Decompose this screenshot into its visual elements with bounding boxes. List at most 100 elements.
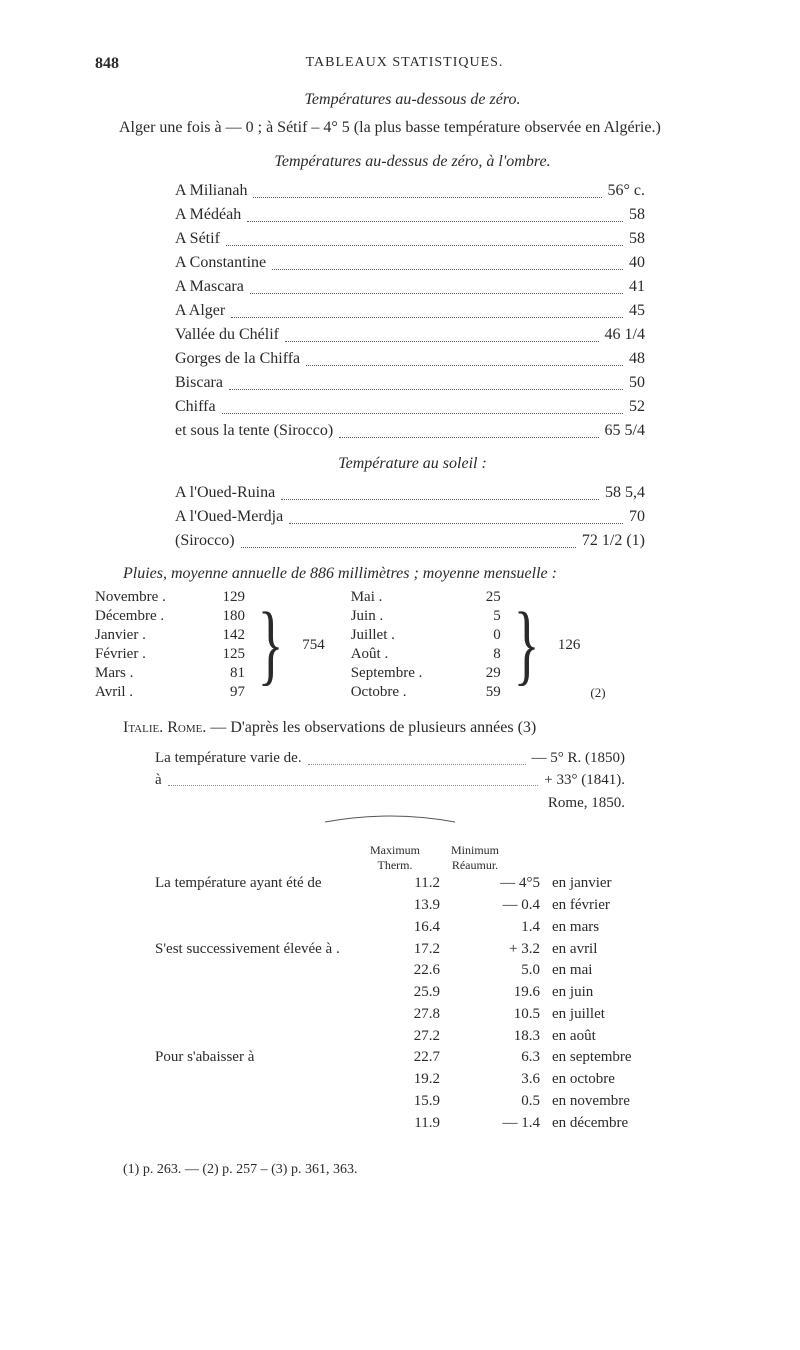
rain-month: Juin . [351,608,461,625]
rome-max: 25.9 [385,982,440,1004]
rome-col-heads: Maximum Therm. Minimum Réaumur. [155,843,625,873]
rome-min: 6.3 [440,1047,540,1069]
rome-min: — 4°5 [440,873,540,895]
rain-month: Décembre . [95,608,205,625]
rome-row: 16.41.4en mars [155,917,695,939]
temp-label: A l'Oued-Ruina [175,481,275,505]
rain-month: Mai . [351,589,461,606]
rome-max: 11.2 [385,873,440,895]
rome-label: Rome. [167,719,206,736]
temp-value: 52 [629,395,645,419]
page-header: 848 TABLEAUX STATISTIQUES. [95,55,730,73]
dots [308,748,526,765]
temp-row: A Sétif58 [175,227,645,251]
dots [226,227,623,246]
rome-max: 19.2 [385,1069,440,1091]
rome-row-label [155,982,385,1004]
rome-min: 5.0 [440,960,540,982]
page-number: 848 [95,55,119,73]
rain-right-sum: 126 [552,637,587,654]
rome-year: Rome, 1850. [155,795,625,812]
dots [231,299,623,318]
brace-right: } [513,609,539,681]
rome-min: + 3.2 [440,939,540,961]
rain-value: 59 [461,684,501,701]
rome-row-label [155,1113,385,1135]
rome-month: en novembre [540,1091,692,1113]
rain-value: 25 [461,589,501,606]
section-rest: — D'après les observations de plusieurs … [210,719,536,736]
dots [241,529,576,548]
rome-block: La température varie de.— 5° R. (1850)à+… [155,748,730,1135]
temp-row: (Sirocco)72 1/2 (1) [175,529,645,553]
rain-value: 129 [205,589,245,606]
temp-value: 45 [629,299,645,323]
dots [285,323,599,342]
temp-row: A Constantine40 [175,251,645,275]
dots [339,419,598,438]
rome-row: 11.9— 1.4en décembre [155,1113,695,1135]
temp-label: A Mascara [175,275,244,299]
dots [229,371,623,390]
rome-month: en août [540,1026,692,1048]
rome-min: — 1.4 [440,1113,540,1135]
rome-min: 18.3 [440,1026,540,1048]
rain-value: 0 [461,627,501,644]
rome-row: 27.810.5en juillet [155,1004,695,1026]
rome-row: S'est successivement élevée à .17.2+ 3.2… [155,939,695,961]
temp-row: et sous la tente (Sirocco)65 5/4 [175,419,645,443]
rome-row: 15.90.5en novembre [155,1091,695,1113]
rome-month: en septembre [540,1047,692,1069]
rome-month: en avril [540,939,692,961]
rome-row-label: La température ayant été de [155,873,385,895]
rain-month: Mars . [95,665,205,682]
temp-row: A Mascara 41 [175,275,645,299]
italie-label: Italie. [123,719,163,736]
rain-month: Avril . [95,684,205,701]
temp-row: Biscara50 [175,371,645,395]
subtitle-below-zero: Températures au-dessous de zéro. [95,91,730,109]
rain-month: Octobre . [351,684,461,701]
temp-row: A l'Oued-Ruina 58 5,4 [175,481,645,505]
rome-min: 19.6 [440,982,540,1004]
rome-row: 13.9— 0.4en février [155,895,695,917]
temp-row: Chiffa52 [175,395,645,419]
rome-max: 15.9 [385,1091,440,1113]
rain-month: Juillet . [351,627,461,644]
rome-row-label [155,917,385,939]
temp-value: 46 1/4 [605,323,645,347]
rome-pre-value: + 33° (1841). [544,770,625,792]
temp-label: A l'Oued-Merdja [175,505,283,529]
rain-value: 8 [461,646,501,663]
temp-label: et sous la tente (Sirocco) [175,419,333,443]
rain-left-sum: 754 [296,637,331,654]
running-head: TABLEAUX STATISTIQUES. [306,55,504,73]
rome-max: 16.4 [385,917,440,939]
rome-pre-label: La température varie de. [155,748,302,770]
rain-value: 180 [205,608,245,625]
rome-month: en juillet [540,1004,692,1026]
temperature-list-shade: A Milianah56° c.A Médéah58A Sétif58A Con… [175,179,730,443]
rome-row-label [155,1026,385,1048]
rome-min: — 0.4 [440,895,540,917]
rome-row: 19.23.6en octobre [155,1069,695,1091]
rome-row: 25.919.6en juin [155,982,695,1004]
rome-pre-value: — 5° R. (1850) [532,748,626,770]
temp-value: 41 [629,275,645,299]
rome-max: 27.2 [385,1026,440,1048]
rome-data-rows: La température ayant été de11.2— 4°5 en j… [155,873,730,1134]
dots [272,251,623,270]
rome-min: 0.5 [440,1091,540,1113]
dots [168,770,539,787]
temperature-list-sun: A l'Oued-Ruina58 5,4A l'Oued-Merdja70(Si… [175,481,730,553]
dots [247,203,623,222]
temp-value: 58 5,4 [605,481,645,505]
rome-month: en février [540,895,692,917]
rain-col-left: Novembre .129Décembre .180Janvier .142Fé… [95,589,245,701]
temp-value: 58 [629,227,645,251]
rome-row-label [155,895,385,917]
rome-row: 27.218.3en août [155,1026,695,1048]
rome-month: en octobre [540,1069,692,1091]
rain-value: 142 [205,627,245,644]
temp-value: 48 [629,347,645,371]
